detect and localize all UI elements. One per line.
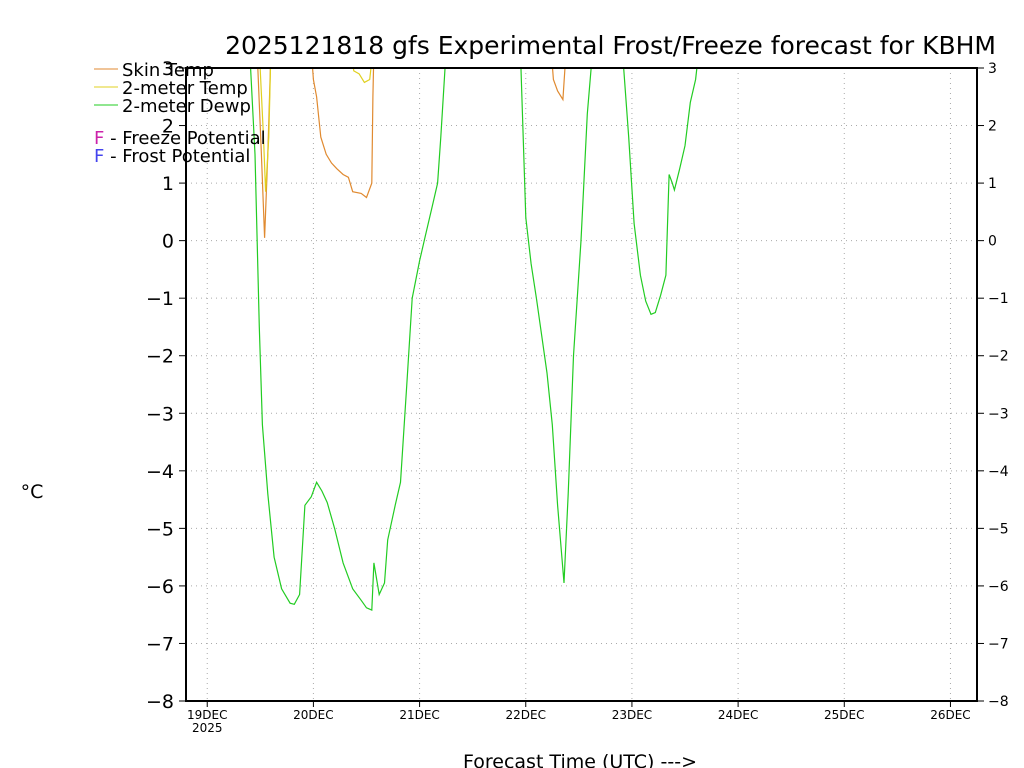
y-tick-label-left: 1 [162,173,174,195]
x-tick-label: 21DEC [399,708,439,722]
y-tick-label-right: −7 [988,636,1009,652]
series-line-skin-temp [311,68,375,199]
y-axis-label: °C [21,481,44,503]
y-tick-label-left: −3 [146,403,174,425]
legend-label-skin-temp: Skin Temp [122,60,214,81]
x-tick-label: 20DEC [293,708,333,722]
series-line-2-meter-dewp [249,68,446,611]
y-tick-label-left: −8 [146,691,174,713]
series-line-2-meter-dewp [623,68,698,316]
chart-title: 2025121818 gfs Experimental Frost/Freeze… [225,31,996,60]
frost-potential-label: - Frost Potential [104,146,250,167]
x-tick-label: 19DEC [187,708,227,722]
y-tick-label-left: 0 [162,231,174,253]
y-tick-label-left: −6 [146,576,174,598]
y-tick-label-right: −5 [988,521,1009,537]
x-tick-label: 25DEC [824,708,864,722]
series-line-skin-temp [551,68,566,102]
series-line-2-meter-dewp [520,68,592,584]
series-lines [249,68,698,611]
frost-potential-marker: F [94,146,104,167]
x-tick-label: 23DEC [612,708,652,722]
legend-label-2m-temp: 2-meter Temp [122,78,248,99]
y-tick-label-right: 2 [988,119,997,135]
x-tick-label: 22DEC [506,708,546,722]
freeze-potential-legend: F - Freeze Potential [94,128,266,149]
y-tick-label-left: 3 [162,58,174,80]
x-tick-label: 26DEC [930,708,970,722]
y-tick-label-right: 1 [988,176,997,192]
y-tick-label-left: −5 [146,518,174,540]
y-tick-label-left: 2 [162,116,174,138]
y-tick-label-right: 0 [988,234,997,250]
y-tick-label-left: −7 [146,633,174,655]
y-tick-label-left: −2 [146,346,174,368]
plot-frame [185,67,978,702]
y-tick-label-right: −6 [988,579,1009,595]
y-tick-label-right: 3 [988,61,997,77]
y-axis-right: −8 −7 −6 −5 −4 −3 −2 −1 0 1 2 3 [977,61,1009,710]
frost-potential-legend: F - Frost Potential [94,146,250,167]
legend: Skin Temp 2-meter Temp 2-meter Dewp F - … [94,60,266,167]
freeze-potential-marker: F [94,128,104,149]
x-tick-sublabel: 2025 [192,721,223,735]
legend-label-2m-dewp: 2-meter Dewp [122,96,251,117]
y-tick-label-right: −8 [988,694,1009,710]
y-tick-label-right: −1 [988,291,1009,307]
series-line-2-meter-temp [352,68,372,84]
freeze-potential-label: - Freeze Potential [104,128,265,149]
y-tick-label-right: −3 [988,406,1009,422]
grid [186,68,977,701]
x-tick-label: 24DEC [718,708,758,722]
y-tick-label-right: −4 [988,464,1009,480]
y-tick-label-left: −4 [146,461,174,483]
y-tick-label-right: −2 [988,349,1009,365]
series-line-2-meter-temp [259,68,272,192]
x-axis-label: Forecast Time (UTC) ---> [463,751,697,768]
y-axis-left: −8 −7 −6 −5 −4 −3 −2 −1 0 1 2 3 [146,58,186,713]
y-tick-label-left: −1 [146,288,174,310]
